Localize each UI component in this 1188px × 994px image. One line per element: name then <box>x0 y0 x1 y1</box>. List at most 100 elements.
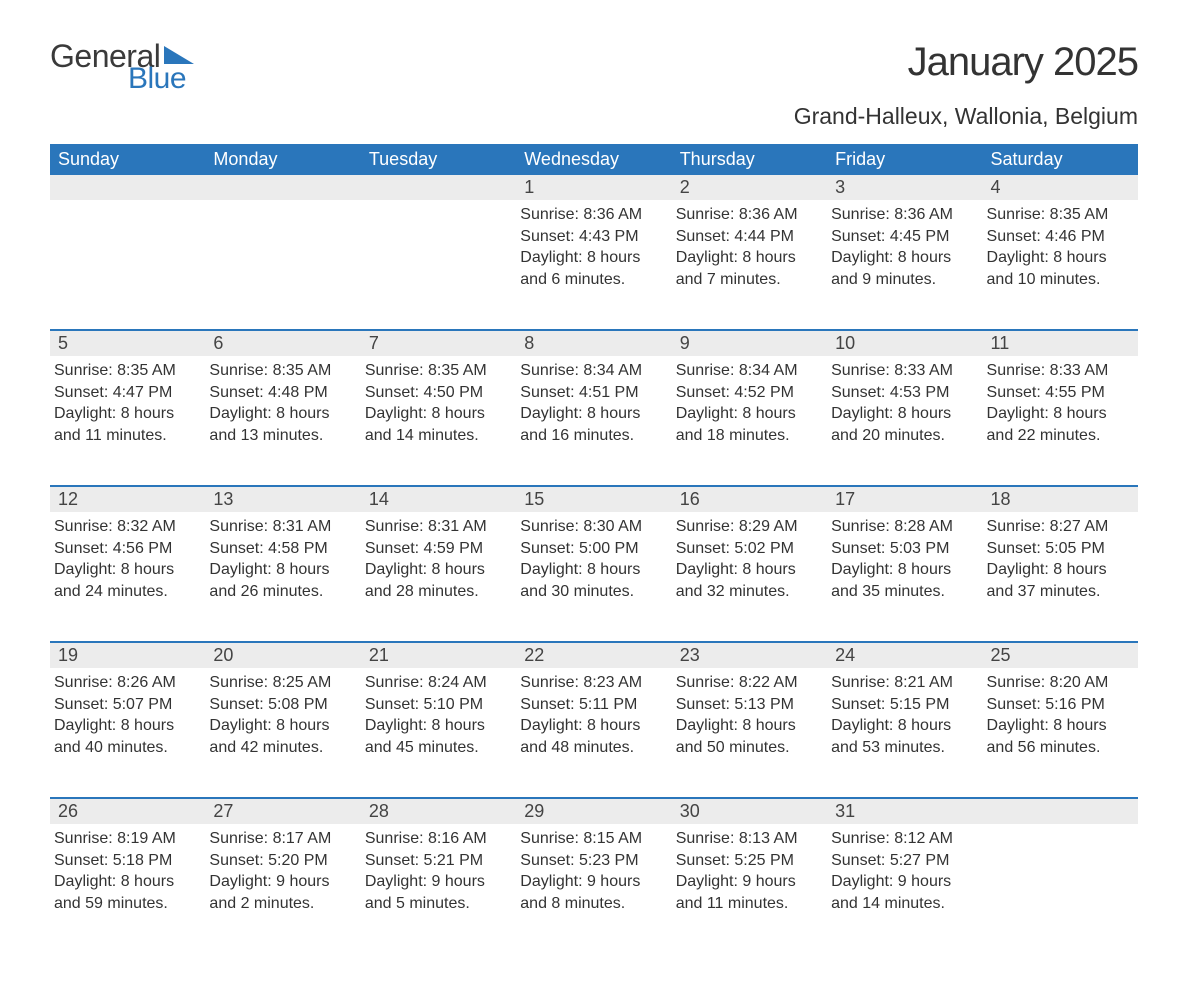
day-cell: Sunrise: 8:26 AMSunset: 5:07 PMDaylight:… <box>50 668 205 798</box>
daynum-row: 12131415161718 <box>50 486 1138 512</box>
daylight-line-2: and 5 minutes. <box>365 893 508 915</box>
sunrise-line: Sunrise: 8:19 AM <box>54 828 197 850</box>
daylight-line-1: Daylight: 8 hours <box>676 559 819 581</box>
weekday-header: Tuesday <box>361 144 516 175</box>
daylight-line-2: and 50 minutes. <box>676 737 819 759</box>
daylight-line-1: Daylight: 8 hours <box>209 715 352 737</box>
sunrise-line: Sunrise: 8:20 AM <box>987 672 1130 694</box>
daylight-line-2: and 24 minutes. <box>54 581 197 603</box>
day-content: Sunrise: 8:12 AMSunset: 5:27 PMDaylight:… <box>827 824 982 930</box>
day-content: Sunrise: 8:15 AMSunset: 5:23 PMDaylight:… <box>516 824 671 930</box>
day-cell: Sunrise: 8:35 AMSunset: 4:47 PMDaylight:… <box>50 356 205 486</box>
daynum-row: 19202122232425 <box>50 642 1138 668</box>
daylight-line-1: Daylight: 8 hours <box>987 403 1130 425</box>
day-content: Sunrise: 8:26 AMSunset: 5:07 PMDaylight:… <box>50 668 205 774</box>
daylight-line-1: Daylight: 8 hours <box>54 559 197 581</box>
daylight-line-1: Daylight: 8 hours <box>54 715 197 737</box>
day-content: Sunrise: 8:28 AMSunset: 5:03 PMDaylight:… <box>827 512 982 618</box>
day-number: 16 <box>672 486 827 512</box>
day-cell: Sunrise: 8:12 AMSunset: 5:27 PMDaylight:… <box>827 824 982 954</box>
daylight-line-2: and 10 minutes. <box>987 269 1130 291</box>
daylight-line-1: Daylight: 8 hours <box>365 715 508 737</box>
daylight-line-2: and 32 minutes. <box>676 581 819 603</box>
day-content: Sunrise: 8:34 AMSunset: 4:52 PMDaylight:… <box>672 356 827 462</box>
weekday-header: Saturday <box>983 144 1138 175</box>
day-number: 7 <box>361 330 516 356</box>
day-cell: Sunrise: 8:17 AMSunset: 5:20 PMDaylight:… <box>205 824 360 954</box>
daylight-line-2: and 56 minutes. <box>987 737 1130 759</box>
daylight-line-1: Daylight: 9 hours <box>831 871 974 893</box>
daylight-line-2: and 9 minutes. <box>831 269 974 291</box>
daylight-line-1: Daylight: 8 hours <box>987 715 1130 737</box>
daylight-line-1: Daylight: 8 hours <box>209 403 352 425</box>
day-content: Sunrise: 8:27 AMSunset: 5:05 PMDaylight:… <box>983 512 1138 618</box>
sunset-line: Sunset: 4:52 PM <box>676 382 819 404</box>
day-cell <box>361 200 516 330</box>
daylight-line-2: and 14 minutes. <box>365 425 508 447</box>
daylight-line-2: and 2 minutes. <box>209 893 352 915</box>
day-content: Sunrise: 8:31 AMSunset: 4:59 PMDaylight:… <box>361 512 516 618</box>
sunset-line: Sunset: 5:27 PM <box>831 850 974 872</box>
day-number: 27 <box>205 798 360 824</box>
sunrise-line: Sunrise: 8:35 AM <box>987 204 1130 226</box>
sunset-line: Sunset: 4:51 PM <box>520 382 663 404</box>
weekday-header: Friday <box>827 144 982 175</box>
day-content-row: Sunrise: 8:36 AMSunset: 4:43 PM Daylight:… <box>50 200 1138 330</box>
day-content-row: Sunrise: 8:32 AMSunset: 4:56 PMDaylight:… <box>50 512 1138 642</box>
day-number: 24 <box>827 642 982 668</box>
weekday-header: Sunday <box>50 144 205 175</box>
daylight-line-1: Daylight: 8 hours <box>365 559 508 581</box>
sunrise-line: Sunrise: 8:31 AM <box>365 516 508 538</box>
daylight-line-1: Daylight: 8 hours <box>520 559 663 581</box>
daylight-line-2: and 30 minutes. <box>520 581 663 603</box>
day-number: 6 <box>205 330 360 356</box>
day-number: 23 <box>672 642 827 668</box>
day-content: Sunrise: 8:25 AMSunset: 5:08 PMDaylight:… <box>205 668 360 774</box>
daylight-line-1: Daylight: 8 hours <box>520 715 663 737</box>
sunset-line: Sunset: 4:43 PM <box>520 226 663 248</box>
day-content-row: Sunrise: 8:35 AMSunset: 4:47 PMDaylight:… <box>50 356 1138 486</box>
day-number: 10 <box>827 330 982 356</box>
daylight-line-1: Daylight: 8 hours <box>987 247 1130 269</box>
sunrise-line: Sunrise: 8:35 AM <box>54 360 197 382</box>
day-content: Sunrise: 8:17 AMSunset: 5:20 PMDaylight:… <box>205 824 360 930</box>
daylight-line-2: and 20 minutes. <box>831 425 974 447</box>
sunset-line: Sunset: 4:44 PM <box>676 226 819 248</box>
day-cell: Sunrise: 8:28 AMSunset: 5:03 PMDaylight:… <box>827 512 982 642</box>
daylight-line-2: and 35 minutes. <box>831 581 974 603</box>
sunrise-line: Sunrise: 8:34 AM <box>520 360 663 382</box>
sunset-line: Sunset: 5:13 PM <box>676 694 819 716</box>
sunset-line: Sunset: 4:58 PM <box>209 538 352 560</box>
daylight-line-2: and 8 minutes. <box>520 893 663 915</box>
sunrise-line: Sunrise: 8:25 AM <box>209 672 352 694</box>
header: General Blue January 2025 Grand-Halleux,… <box>50 40 1138 138</box>
daylight-line-1: Daylight: 8 hours <box>831 559 974 581</box>
sunrise-line: Sunrise: 8:33 AM <box>831 360 974 382</box>
sunrise-line: Sunrise: 8:36 AM <box>520 204 663 226</box>
weekday-header-row: Sunday Monday Tuesday Wednesday Thursday… <box>50 144 1138 175</box>
day-content: Sunrise: 8:35 AMSunset: 4:48 PMDaylight:… <box>205 356 360 462</box>
sunset-line: Sunset: 4:48 PM <box>209 382 352 404</box>
day-cell: Sunrise: 8:27 AMSunset: 5:05 PMDaylight:… <box>983 512 1138 642</box>
day-content: Sunrise: 8:24 AMSunset: 5:10 PMDaylight:… <box>361 668 516 774</box>
daylight-line-1: Daylight: 8 hours <box>54 403 197 425</box>
day-number <box>983 798 1138 824</box>
sunrise-line: Sunrise: 8:34 AM <box>676 360 819 382</box>
day-number: 17 <box>827 486 982 512</box>
day-content-row: Sunrise: 8:19 AMSunset: 5:18 PMDaylight:… <box>50 824 1138 954</box>
sunrise-line: Sunrise: 8:15 AM <box>520 828 663 850</box>
calendar-body: 1234Sunrise: 8:36 AMSunset: 4:43 PMDayli… <box>50 175 1138 954</box>
day-cell: Sunrise: 8:35 AMSunset: 4:48 PMDaylight:… <box>205 356 360 486</box>
daylight-line-1: Daylight: 8 hours <box>676 403 819 425</box>
daylight-line-2: and 59 minutes. <box>54 893 197 915</box>
daylight-line-2: and 11 minutes. <box>54 425 197 447</box>
day-cell: Sunrise: 8:29 AMSunset: 5:02 PMDaylight:… <box>672 512 827 642</box>
daylight-line-1: Daylight: 8 hours <box>520 403 663 425</box>
sunrise-line: Sunrise: 8:23 AM <box>520 672 663 694</box>
sunrise-line: Sunrise: 8:13 AM <box>676 828 819 850</box>
sunset-line: Sunset: 5:00 PM <box>520 538 663 560</box>
day-content: Sunrise: 8:29 AMSunset: 5:02 PMDaylight:… <box>672 512 827 618</box>
day-number <box>205 175 360 200</box>
sunset-line: Sunset: 5:25 PM <box>676 850 819 872</box>
day-number: 26 <box>50 798 205 824</box>
